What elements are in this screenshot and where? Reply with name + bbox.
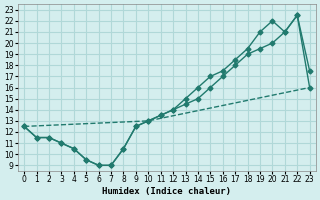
X-axis label: Humidex (Indice chaleur): Humidex (Indice chaleur) — [102, 187, 231, 196]
